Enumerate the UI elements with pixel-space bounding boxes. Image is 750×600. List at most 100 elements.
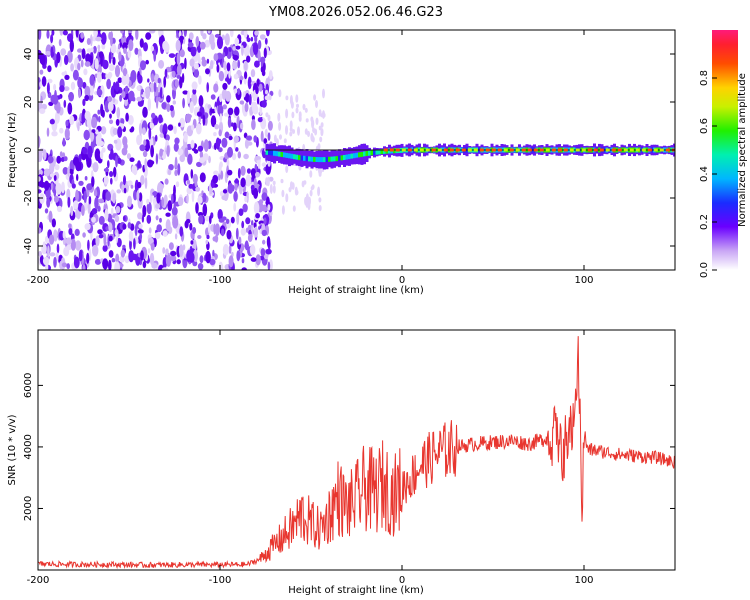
- heatmap-cell: [207, 104, 212, 109]
- heatmap-cell: [157, 77, 161, 84]
- heatmap-cell: [140, 250, 144, 261]
- x-tick-label: 100: [574, 575, 593, 586]
- heatmap-cell: [161, 151, 167, 160]
- heatmap-cell: [247, 224, 252, 231]
- heatmap-cell: [190, 46, 197, 57]
- heatmap-cell: [557, 148, 562, 152]
- heatmap-cell: [146, 201, 152, 215]
- heatmap-cell: [94, 197, 99, 210]
- heatmap-cell: [285, 108, 289, 119]
- heatmap-cell: [128, 39, 134, 52]
- heatmap-cell: [82, 81, 87, 89]
- heatmap-cell: [205, 250, 211, 264]
- heatmap-cell: [97, 229, 103, 235]
- heatmap-cell: [113, 139, 118, 144]
- heatmap-cell: [104, 208, 109, 222]
- heatmap-cell: [71, 183, 76, 189]
- heatmap-cell: [214, 223, 220, 236]
- heatmap-cell: [289, 126, 293, 132]
- heatmap-cell: [136, 85, 141, 92]
- heatmap-cell: [296, 103, 299, 108]
- heatmap-cell: [272, 184, 276, 194]
- heatmap-cell: [140, 175, 145, 185]
- heatmap-cell: [238, 208, 244, 216]
- heatmap-cell: [179, 117, 185, 128]
- heatmap-cell: [103, 175, 109, 185]
- heatmap-cell: [116, 237, 122, 248]
- heatmap-cell: [202, 114, 206, 126]
- heatmap-cell: [224, 131, 230, 139]
- heatmap-cell: [171, 193, 174, 205]
- heatmap-cell: [50, 46, 54, 58]
- heatmap-cell: [208, 155, 211, 164]
- heatmap-cell: [187, 90, 190, 103]
- heatmap-cell: [395, 148, 400, 152]
- heatmap-cell: [285, 152, 289, 158]
- heatmap-cell: [107, 73, 112, 80]
- heatmap-cell: [139, 60, 147, 71]
- heatmap-cell: [375, 149, 379, 155]
- heatmap-cell: [178, 122, 181, 127]
- heatmap-cell: [84, 85, 91, 98]
- heatmap-cell: [84, 94, 90, 102]
- heatmap-cell: [154, 232, 161, 240]
- heatmap-cell: [159, 86, 163, 99]
- heatmap-cell: [176, 52, 181, 66]
- heatmap-cell: [148, 127, 152, 140]
- y-tick-label: 0: [23, 147, 34, 153]
- colorbar-tick-label: 0.4: [699, 166, 710, 182]
- heatmap-cell: [123, 47, 127, 54]
- heatmap-cell: [46, 82, 50, 95]
- x-tick-label: -200: [27, 275, 50, 286]
- heatmap-cell: [192, 260, 198, 267]
- heatmap-cell: [267, 160, 271, 167]
- heatmap-cell: [251, 220, 254, 227]
- spectrogram-ylabel: Frequency (Hz): [7, 112, 18, 188]
- heatmap-cell: [70, 238, 76, 251]
- heatmap-cell: [215, 137, 221, 150]
- heatmap-cell: [90, 34, 93, 47]
- heatmap-cell: [190, 169, 194, 179]
- heatmap-cell: [283, 138, 287, 144]
- heatmap-cell: [60, 48, 67, 56]
- heatmap-cell: [140, 90, 144, 95]
- heatmap-cell: [181, 73, 185, 83]
- heatmap-cell: [443, 148, 448, 152]
- heatmap-cell: [133, 238, 136, 250]
- heatmap-cell: [228, 255, 234, 268]
- heatmap-cell: [581, 148, 586, 152]
- heatmap-cell: [295, 107, 299, 114]
- heatmap-cell: [38, 189, 42, 194]
- heatmap-cell: [222, 51, 226, 58]
- heatmap-cell: [267, 114, 271, 122]
- heatmap-cell: [67, 50, 73, 63]
- heatmap-cell: [328, 156, 331, 162]
- heatmap-cell: [184, 147, 189, 158]
- heatmap-cell: [317, 186, 321, 197]
- heatmap-cell: [117, 126, 123, 138]
- heatmap-cell: [171, 70, 176, 78]
- heatmap-cell: [62, 30, 68, 36]
- heatmap-cell: [263, 62, 266, 72]
- heatmap-cell: [239, 100, 245, 105]
- heatmap-cell: [205, 239, 209, 245]
- heatmap-cell: [289, 120, 293, 129]
- heatmap-cell: [343, 155, 346, 160]
- heatmap-cell: [300, 155, 304, 161]
- heatmap-cell: [587, 148, 592, 152]
- heatmap-cell: [197, 195, 203, 204]
- heatmap-cell: [210, 94, 216, 100]
- heatmap-cell: [167, 169, 172, 176]
- heatmap-cell: [407, 148, 412, 152]
- heatmap-cell: [70, 63, 74, 72]
- heatmap-cell: [413, 148, 418, 152]
- heatmap-cell: [194, 181, 198, 188]
- heatmap-cell: [96, 88, 103, 97]
- heatmap-cell: [232, 60, 238, 70]
- heatmap-cell: [210, 115, 217, 128]
- heatmap-cell: [255, 213, 260, 219]
- heatmap-cell: [217, 209, 223, 221]
- heatmap-cell: [112, 127, 118, 136]
- heatmap-cell: [389, 148, 394, 152]
- heatmap-cell: [227, 182, 234, 194]
